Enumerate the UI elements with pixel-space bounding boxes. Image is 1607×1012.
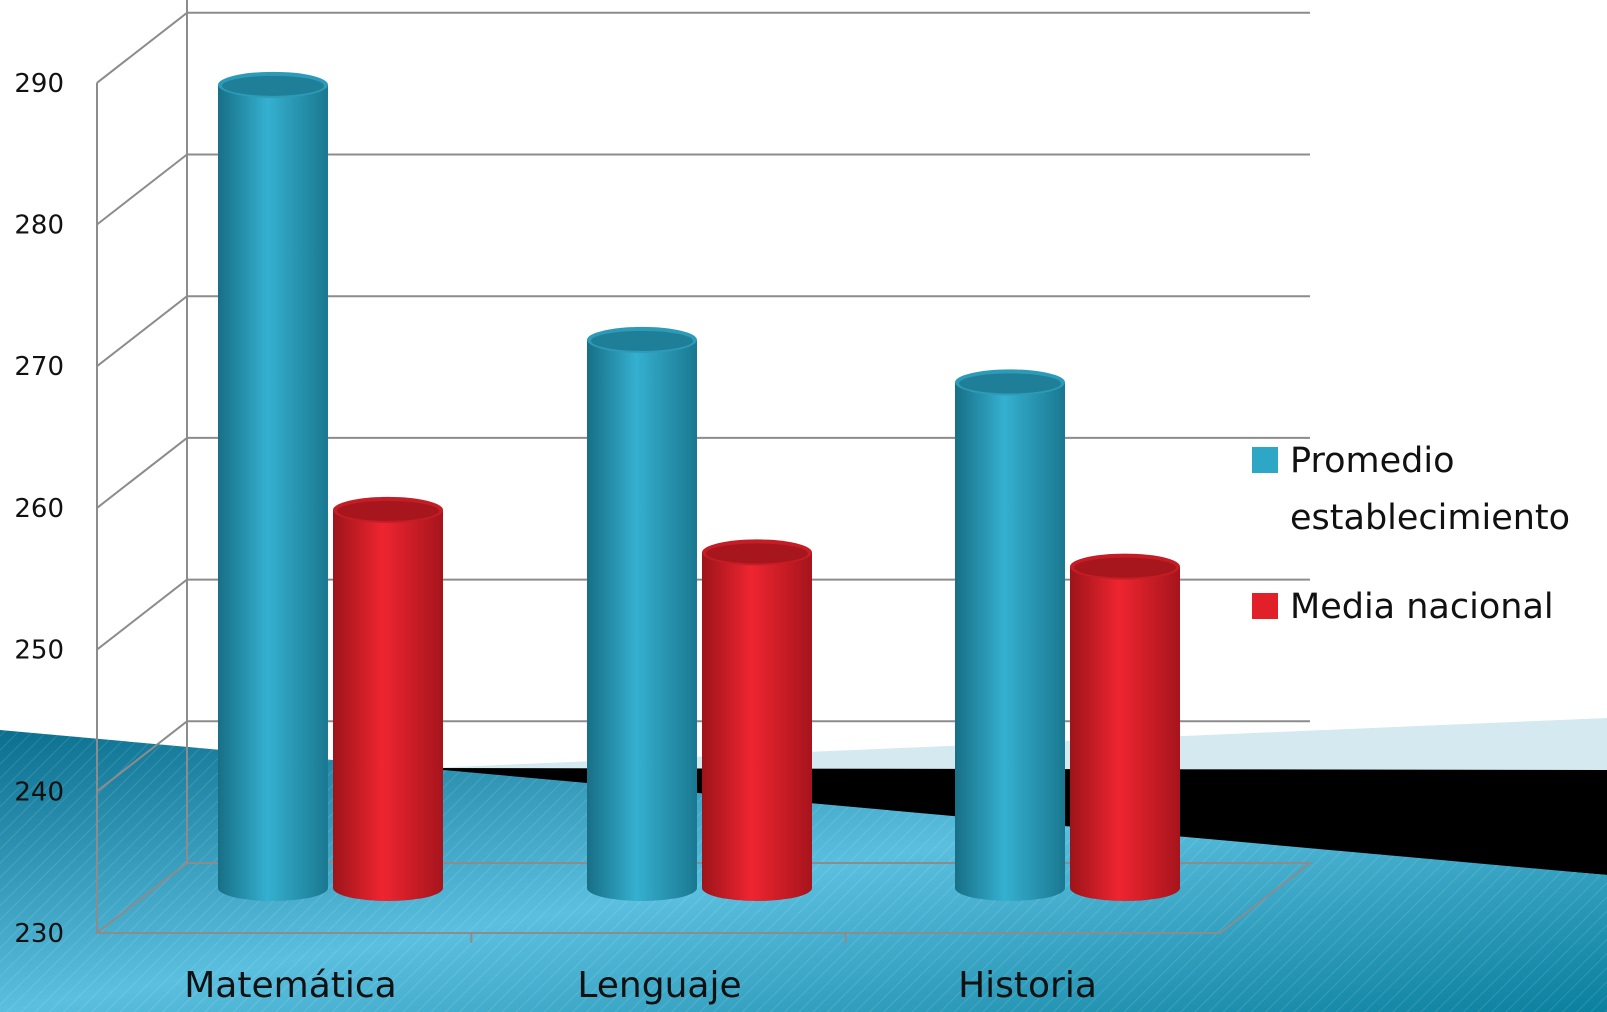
x-tick-label: Lenguaje <box>577 965 741 1006</box>
bars <box>218 71 1180 901</box>
bar <box>702 539 812 901</box>
legend-swatch <box>1252 447 1278 473</box>
gridline-diagonal <box>96 295 188 367</box>
bar-top-inner <box>222 75 324 96</box>
gridline-diagonal <box>96 153 188 226</box>
gridline-diagonal <box>96 720 188 793</box>
bar-body <box>333 509 443 901</box>
bar-top-inner <box>959 373 1061 394</box>
y-tick-label: 270 <box>14 352 64 382</box>
y-tick-label: 260 <box>14 494 64 524</box>
legend-label: Media nacional <box>1290 587 1554 627</box>
gridline-diagonal <box>96 578 188 651</box>
bar-top-inner <box>337 500 439 521</box>
gridline-diagonal <box>96 437 188 509</box>
y-tick-label: 230 <box>14 919 64 949</box>
legend-swatch <box>1252 593 1278 619</box>
y-axis: 230 240 250 260 270 280 290 <box>14 69 64 949</box>
x-tick-label: Matemática <box>184 965 396 1006</box>
bar-top-inner <box>591 330 693 351</box>
y-tick-label: 240 <box>14 777 64 807</box>
bar <box>218 71 328 901</box>
bar <box>333 496 443 901</box>
bar-body <box>1070 566 1180 901</box>
bar <box>955 369 1065 901</box>
bar-body <box>587 339 697 901</box>
bar-top-inner <box>1074 557 1176 578</box>
bar-body <box>218 84 328 901</box>
gridline-diagonal <box>96 12 188 84</box>
legend: Promedio establecimiento Media nacional <box>1252 441 1570 627</box>
bar-body <box>955 382 1065 901</box>
bar-top-inner <box>706 543 808 564</box>
legend-label: Promedio <box>1290 441 1455 481</box>
x-tick-label: Historia <box>958 965 1097 1006</box>
bar <box>1070 553 1180 901</box>
x-axis: Matemática Lenguaje Historia <box>184 965 1097 1006</box>
bar <box>587 326 697 901</box>
y-tick-label: 280 <box>14 211 64 241</box>
y-tick-label: 250 <box>14 636 64 666</box>
legend-label: establecimiento <box>1290 498 1570 538</box>
y-tick-label: 290 <box>14 69 64 99</box>
bar-body <box>702 552 812 901</box>
